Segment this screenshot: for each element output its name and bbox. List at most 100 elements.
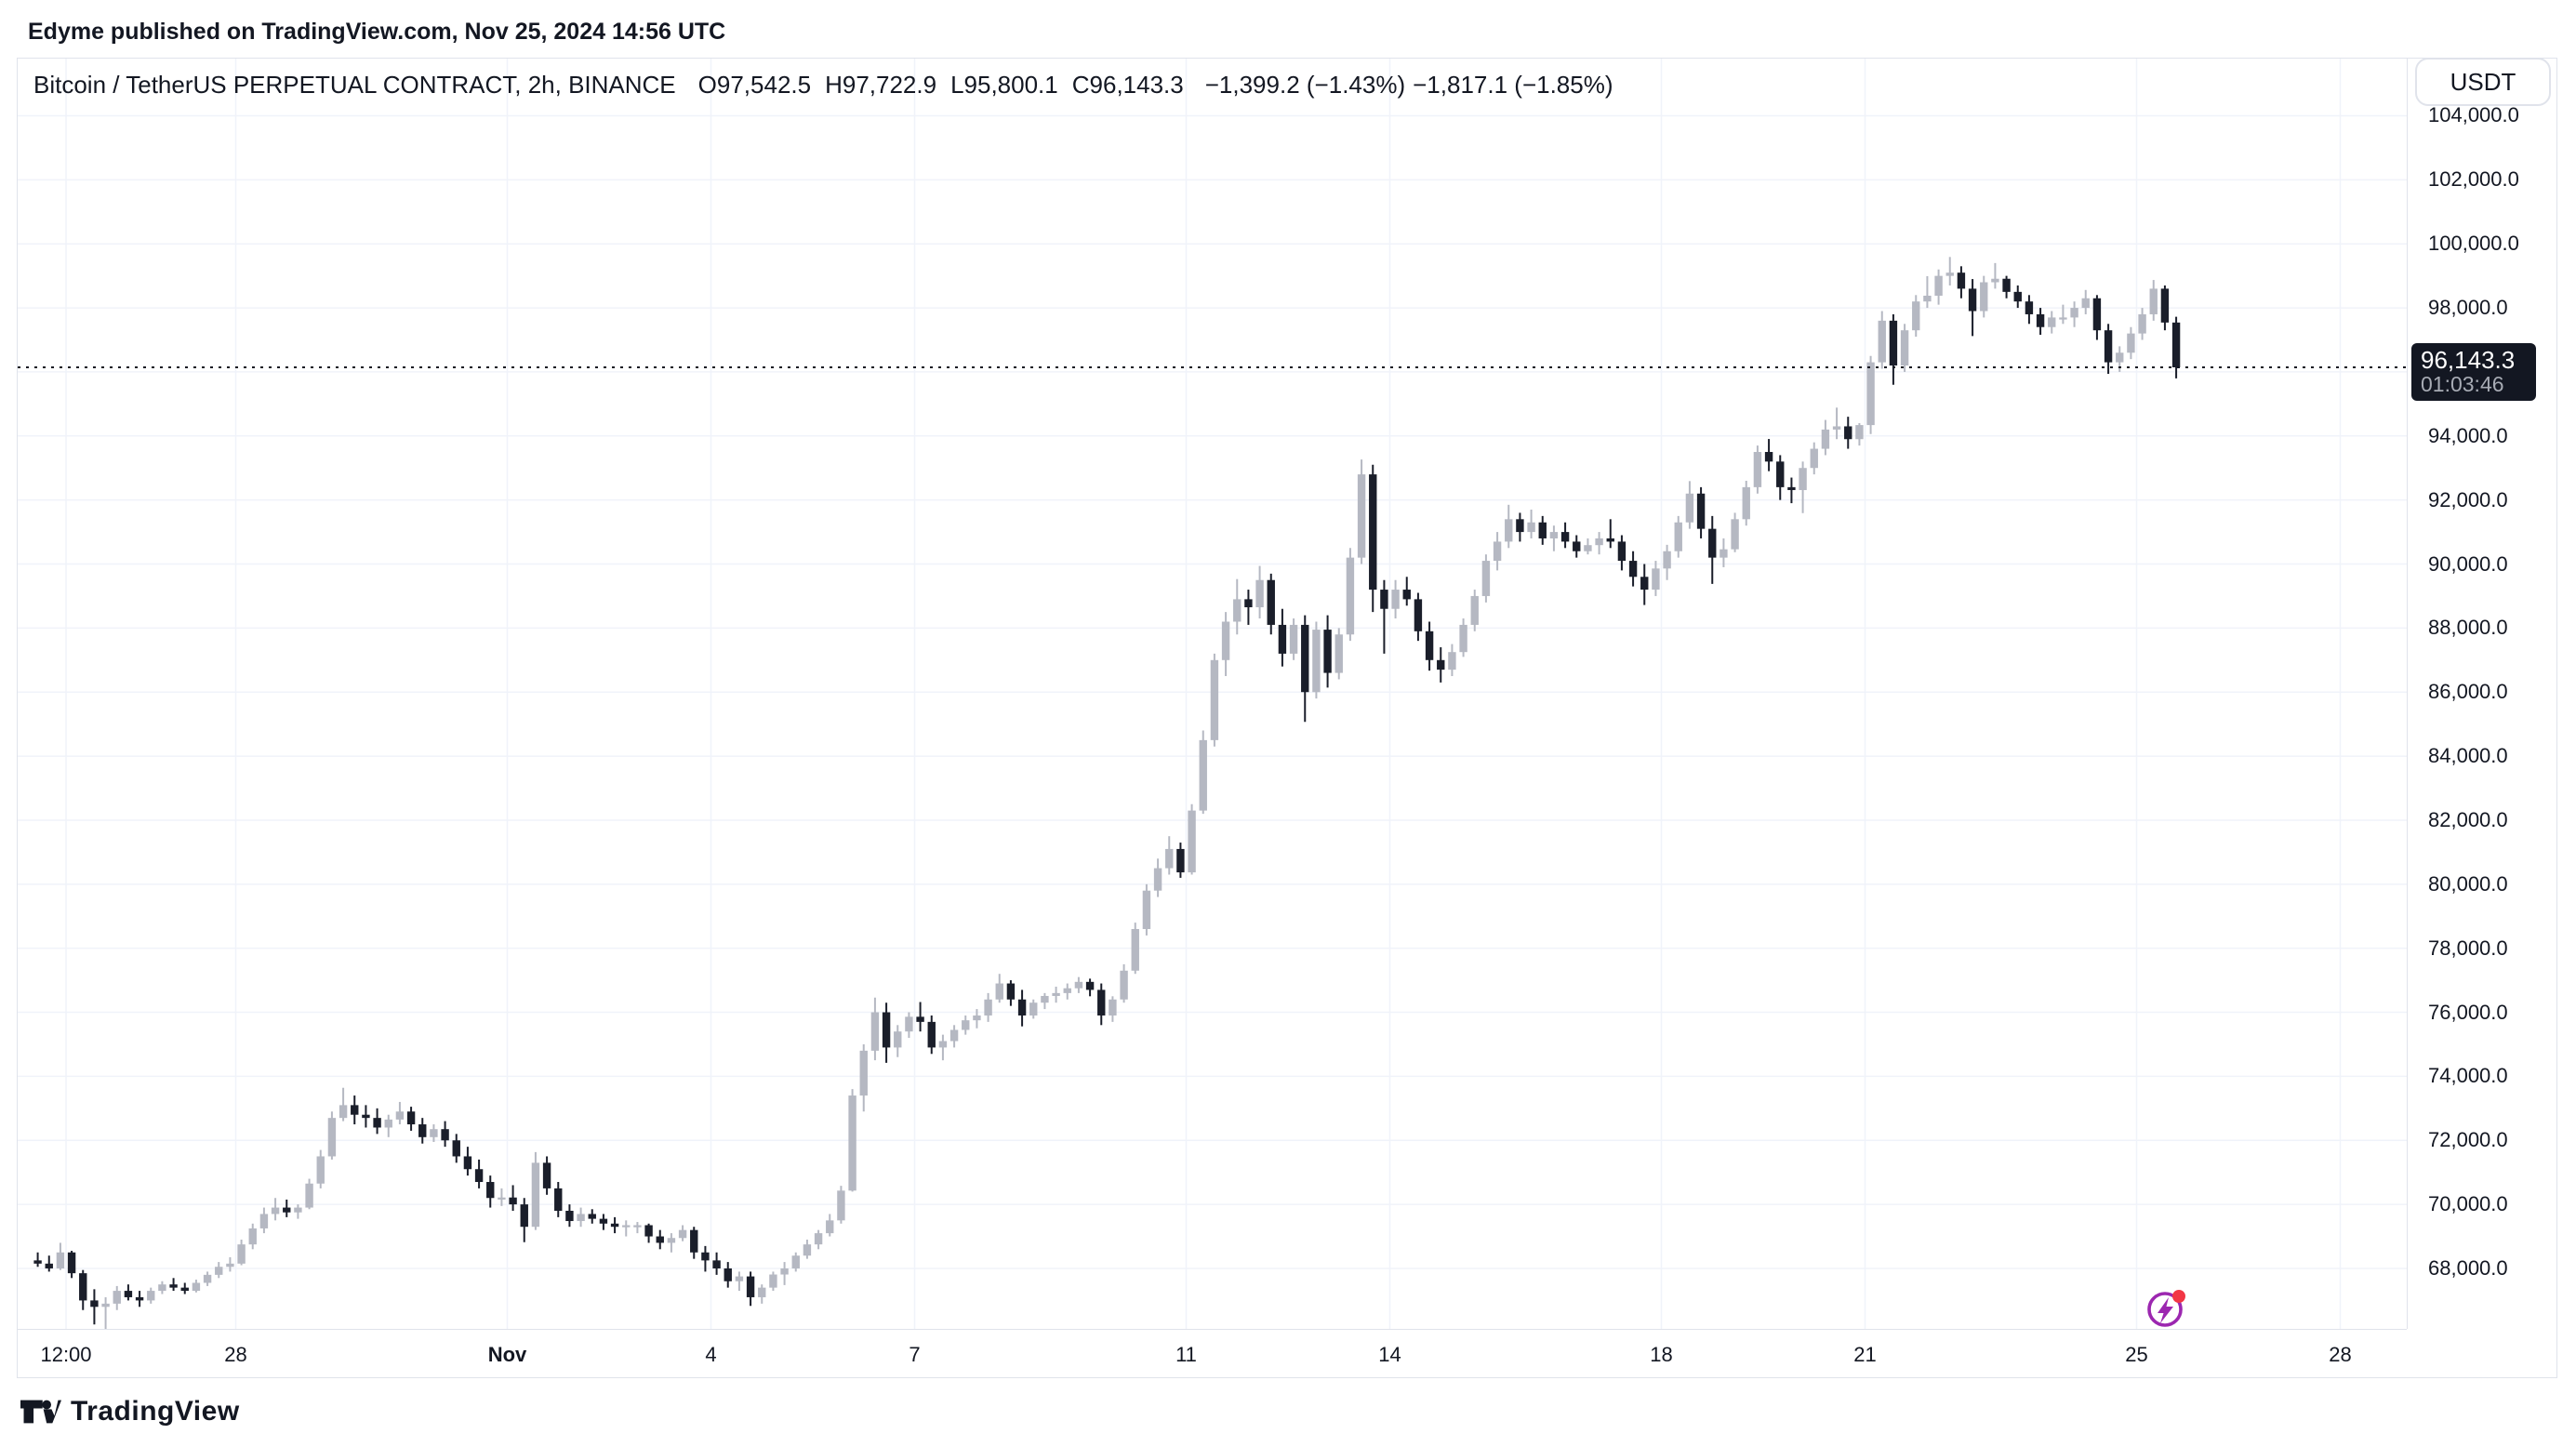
- candle: [430, 1124, 438, 1142]
- candle: [1968, 279, 1977, 337]
- candle: [678, 1225, 687, 1241]
- flash-event-icon[interactable]: [2144, 1287, 2189, 1332]
- candle: [1799, 461, 1807, 513]
- candle: [1889, 313, 1898, 385]
- candle: [316, 1149, 325, 1188]
- candle: [215, 1262, 223, 1279]
- time-axis-label: 18: [1650, 1343, 1673, 1366]
- candle: [780, 1262, 789, 1285]
- candle: [1041, 992, 1049, 1010]
- time-axis-label: 21: [1853, 1343, 1877, 1366]
- candle: [712, 1252, 721, 1275]
- candle: [509, 1185, 517, 1211]
- price-axis[interactable]: 96,143.3 01:03:46 104,000.0 102,000.0 100,…: [2407, 58, 2557, 1329]
- candle: [1764, 439, 1773, 471]
- currency-toggle-button[interactable]: USDT: [2415, 58, 2551, 106]
- candle: [1244, 590, 1253, 625]
- candle: [1640, 564, 1649, 605]
- candle: [1380, 579, 1388, 654]
- candle: [2127, 326, 2135, 360]
- candle: [1912, 295, 1920, 338]
- candle: [1560, 522, 1570, 549]
- legend-change-bar: −1,399.2 (−1.43%): [1204, 71, 1406, 99]
- tradingview-logo-text: TradingView: [71, 1396, 240, 1427]
- tradingview-logo[interactable]: TradingView: [20, 1396, 240, 1427]
- candle: [1437, 647, 1445, 683]
- candle: [2002, 275, 2011, 299]
- candle: [1900, 324, 1909, 372]
- candle: [1267, 573, 1275, 635]
- candle: [588, 1209, 596, 1224]
- candle: [1584, 538, 1592, 555]
- candle: [1663, 544, 1671, 580]
- candle: [554, 1182, 563, 1217]
- price-axis-label: 80,000.0: [2428, 871, 2508, 896]
- price-axis-label: 82,000.0: [2428, 807, 2508, 831]
- chart-frame: [17, 58, 2557, 1378]
- candle: [1448, 644, 1456, 677]
- lightning-bolt-icon: [2158, 1297, 2173, 1323]
- candle: [1142, 883, 1151, 936]
- candle: [2171, 316, 2181, 378]
- price-axis-label: 98,000.0: [2428, 296, 2508, 320]
- candle: [1538, 515, 1547, 545]
- candle: [1312, 621, 1321, 699]
- candle: [1369, 464, 1377, 613]
- candle: [1006, 980, 1016, 1006]
- candle: [283, 1199, 291, 1217]
- candle: [1109, 996, 1117, 1022]
- candle: [1720, 538, 1728, 567]
- candle: [803, 1239, 812, 1259]
- candle: [1391, 579, 1400, 619]
- candle: [2048, 311, 2056, 334]
- legend-symbol[interactable]: Bitcoin / TetherUS PERPETUAL CONTRACT, 2…: [33, 71, 676, 99]
- price-axis-label: 70,000.0: [2428, 1192, 2508, 1216]
- price-axis-label: 92,000.0: [2428, 487, 2508, 511]
- candle: [690, 1227, 698, 1259]
- candle: [2081, 289, 2090, 314]
- candle: [1120, 963, 1128, 1003]
- candle: [271, 1198, 280, 1221]
- candle: [362, 1105, 370, 1128]
- candle: [995, 974, 1003, 1003]
- candle: [452, 1134, 460, 1163]
- candle: [158, 1281, 166, 1294]
- candle: [180, 1282, 189, 1294]
- candle: [791, 1252, 800, 1272]
- candle: [2104, 324, 2113, 374]
- candle: [1821, 419, 1830, 456]
- candle: [565, 1204, 574, 1228]
- price-axis-label: 100,000.0: [2428, 232, 2519, 256]
- time-axis-label: 14: [1378, 1343, 1401, 1366]
- candle: [758, 1284, 766, 1304]
- candle: [894, 1025, 902, 1057]
- bar-countdown: 01:03:46: [2421, 372, 2504, 396]
- attribution: Edyme published on TradingView.com, Nov …: [28, 19, 726, 45]
- candle: [1696, 486, 1706, 538]
- candle: [45, 1255, 53, 1272]
- candle: [1674, 515, 1682, 558]
- candle: [2092, 295, 2102, 340]
- legend: Bitcoin / TetherUS PERPETUAL CONTRACT, 2…: [33, 71, 1613, 100]
- candle: [1176, 843, 1185, 878]
- candle: [1844, 417, 1852, 449]
- candle: [870, 997, 880, 1061]
- price-axis-label: 90,000.0: [2428, 551, 2508, 576]
- candle: [1685, 481, 1694, 529]
- candle: [973, 1009, 981, 1029]
- candle: [1527, 509, 1535, 538]
- candle: [441, 1121, 449, 1148]
- time-axis[interactable]: 12:00 28 Nov 4 7 11 14 18 21 25 28: [17, 1329, 2407, 1378]
- candle: [1334, 628, 1343, 680]
- candle: [542, 1156, 551, 1195]
- candle: [1414, 592, 1423, 642]
- candle: [1606, 519, 1614, 549]
- candle: [237, 1239, 246, 1266]
- time-axis-label: 7: [909, 1343, 921, 1366]
- candle: [1742, 480, 1750, 526]
- candle: [622, 1220, 631, 1237]
- candle: [33, 1252, 42, 1268]
- candle: [203, 1271, 212, 1286]
